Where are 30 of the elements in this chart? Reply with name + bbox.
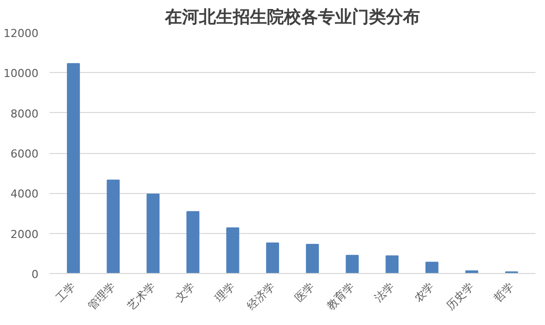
x-tick-label: 医学 [292,280,318,305]
bar [425,262,438,274]
y-tick-label: 6000 [10,148,39,160]
x-tick-label: 法学 [372,280,397,305]
bar [306,244,319,274]
bar [226,227,240,274]
bar [106,180,120,274]
x-tick-label: 理学 [212,280,238,305]
y-tick-label: 12000 [4,27,39,40]
bar [266,242,280,274]
x-tick-label: 工学 [53,280,78,305]
y-tick-label: 2000 [10,228,39,241]
x-tick-label: 经济学 [244,280,278,312]
y-tick-label: 0 [32,268,38,281]
x-tick-label: 哲学 [491,280,516,305]
y-tick-label: 10000 [4,67,39,80]
chart-title: 在河北生招生院校各专业门类分布 [164,8,420,28]
y-tick-label: 4000 [10,188,39,201]
x-tick-label: 教育学 [324,280,357,312]
x-tick-label: 文学 [172,280,198,305]
bar [66,63,80,274]
x-tick-label: 艺术学 [125,280,158,312]
bar [186,211,200,274]
x-tick-label: 农学 [412,280,437,305]
bar [346,254,359,274]
x-tick-label: 历史学 [444,280,476,312]
y-tick-label: 8000 [10,107,39,120]
bar [146,194,160,274]
bar [386,255,399,274]
x-tick-label: 管理学 [85,280,118,312]
